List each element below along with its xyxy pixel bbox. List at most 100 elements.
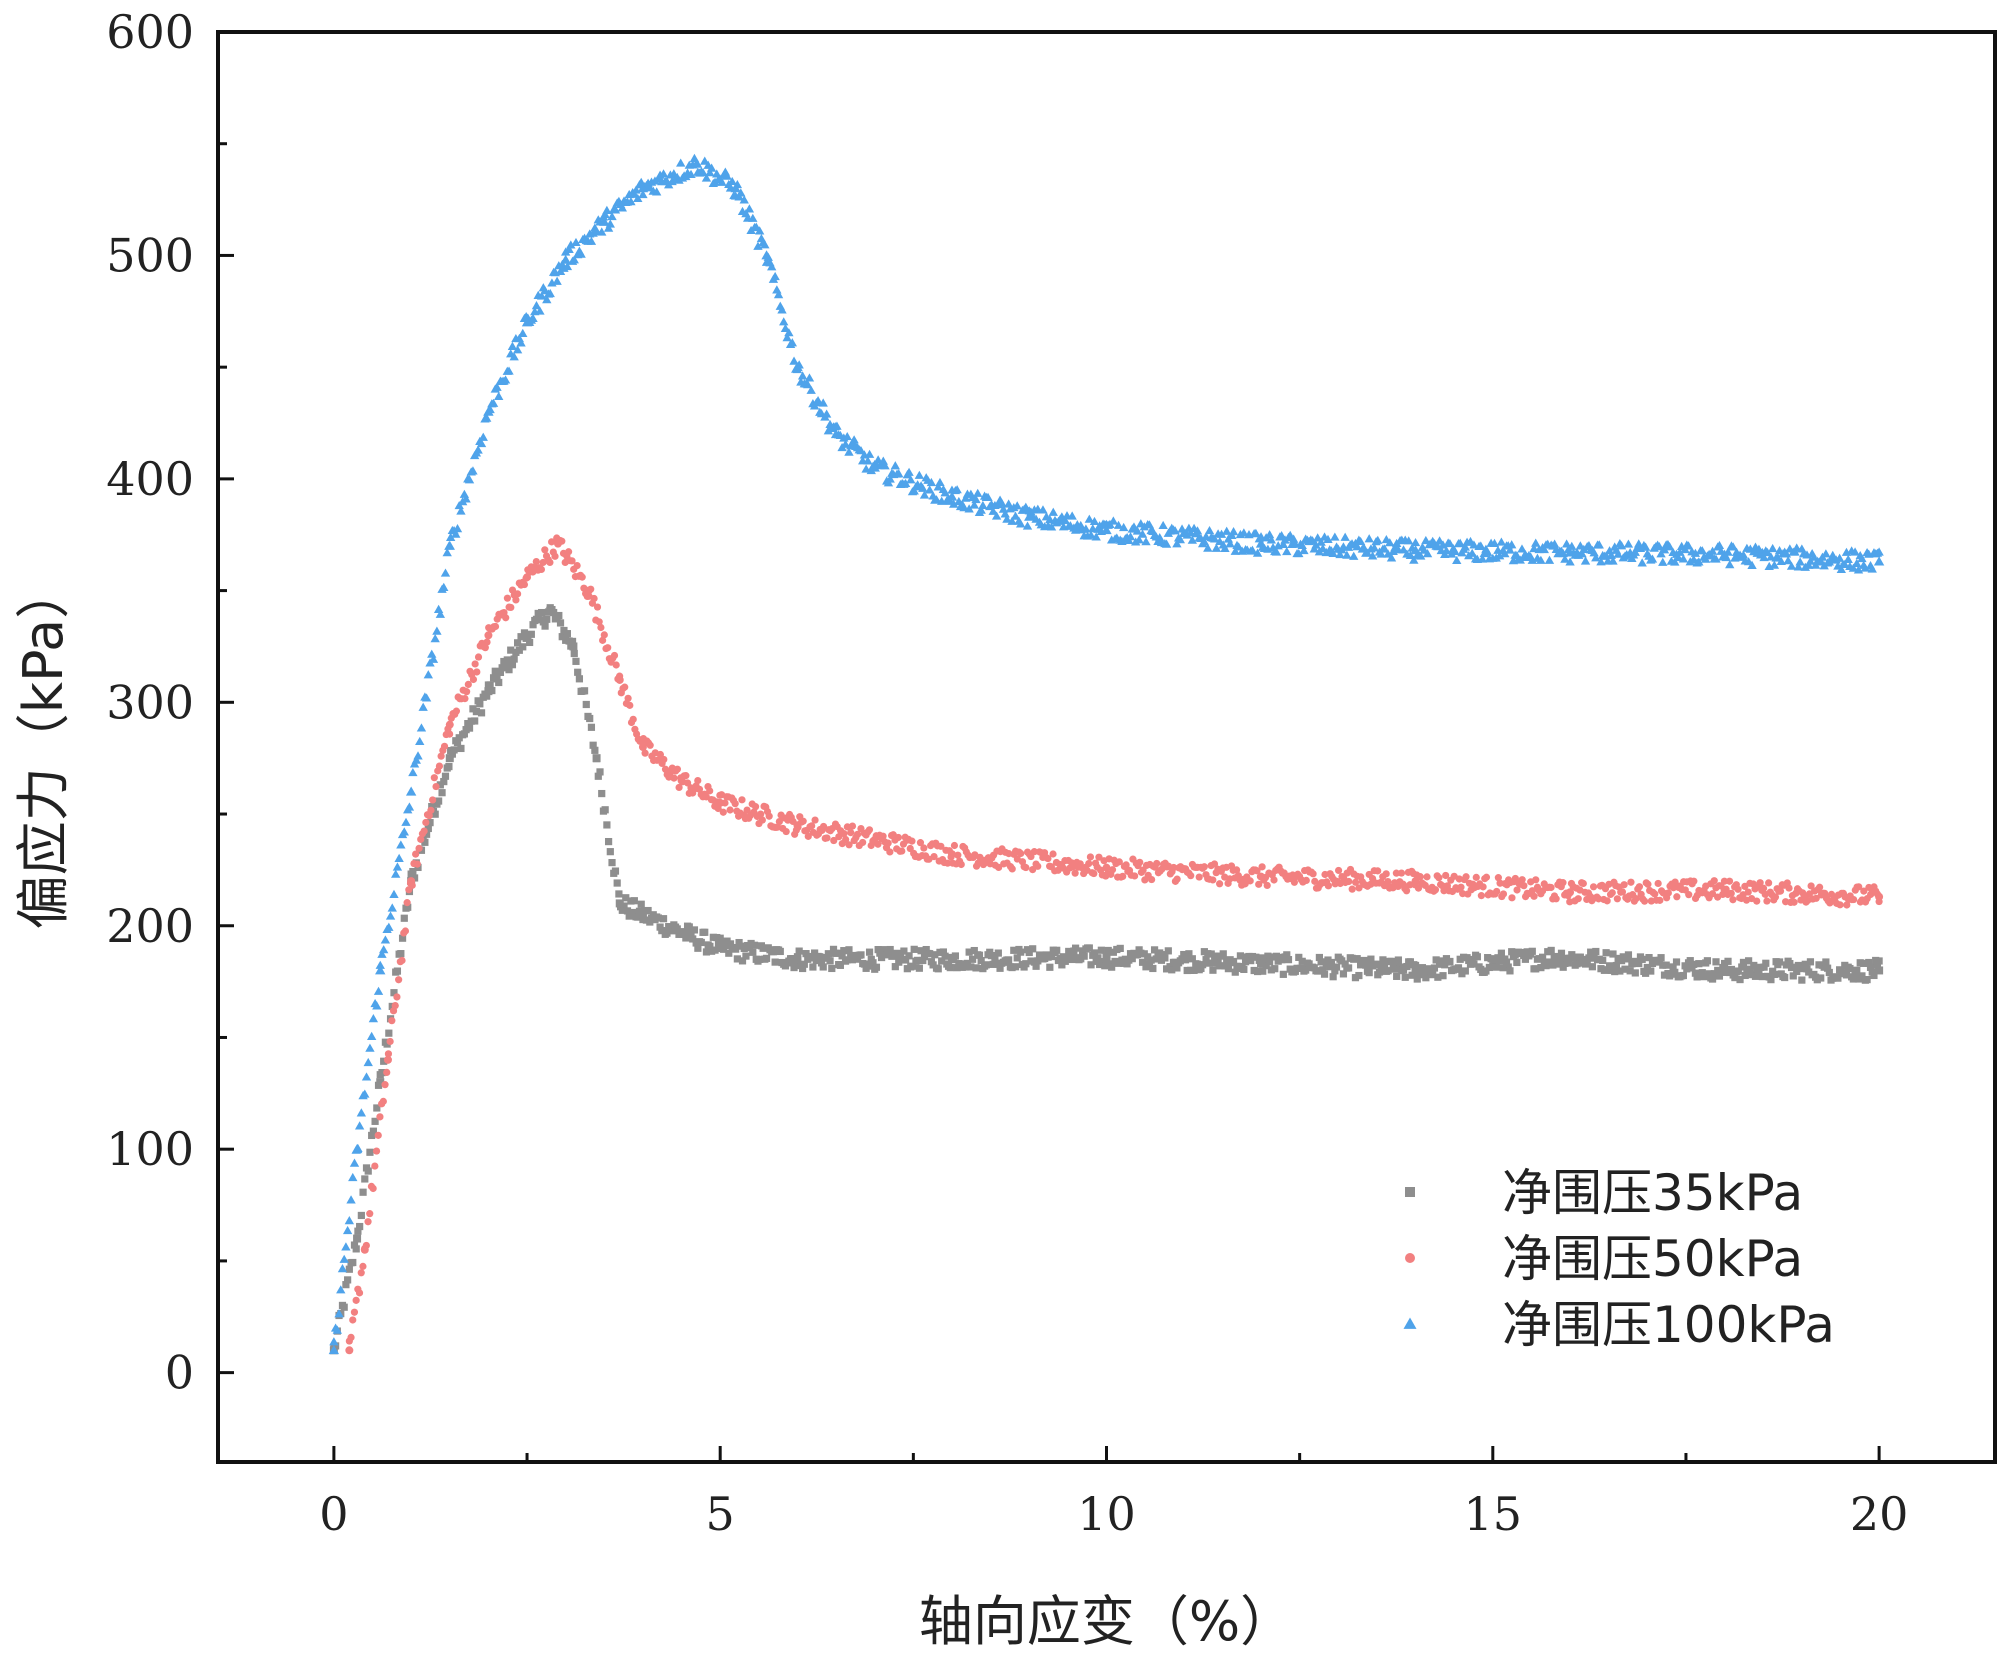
data-point <box>978 500 988 510</box>
data-point <box>638 910 647 919</box>
data-point <box>1375 968 1384 976</box>
data-point <box>384 1050 393 1058</box>
data-point <box>926 950 934 958</box>
data-point <box>592 754 601 763</box>
data-point <box>623 907 632 915</box>
data-point <box>1855 883 1863 891</box>
data-point <box>1278 539 1289 549</box>
data-point <box>383 1055 392 1064</box>
data-point <box>393 967 402 975</box>
data-point <box>1000 509 1010 518</box>
data-point <box>961 493 971 502</box>
data-point <box>1044 854 1052 863</box>
data-point <box>1097 946 1105 954</box>
data-point <box>1549 961 1557 969</box>
data-point <box>415 844 423 852</box>
data-point <box>997 498 1007 507</box>
data-point <box>1599 956 1607 964</box>
data-point <box>1462 873 1470 881</box>
data-point <box>1611 967 1619 976</box>
data-point <box>1038 505 1048 514</box>
data-point <box>1170 863 1178 872</box>
data-point <box>1824 964 1832 972</box>
data-point <box>354 1121 365 1130</box>
data-point <box>1609 950 1617 958</box>
data-point <box>1081 524 1091 533</box>
data-point <box>1257 872 1266 881</box>
data-point <box>773 290 784 299</box>
data-point <box>364 1167 372 1175</box>
data-point <box>844 447 854 456</box>
data-point <box>1537 964 1545 972</box>
data-point <box>482 413 492 422</box>
data-point <box>906 475 916 484</box>
x-tick-label: 0 <box>319 1487 348 1541</box>
data-point <box>952 485 962 494</box>
y-axis-title: 偏应力（kPa） <box>12 565 75 930</box>
data-point <box>1848 563 1859 572</box>
data-point <box>1499 964 1507 972</box>
data-point <box>811 816 819 824</box>
data-point <box>465 724 474 732</box>
data-point <box>1858 972 1866 980</box>
data-point <box>864 962 872 970</box>
data-point <box>397 950 405 958</box>
data-point <box>1587 948 1595 956</box>
data-point <box>933 482 943 491</box>
data-point <box>545 288 555 298</box>
data-point <box>384 922 394 931</box>
data-point <box>991 511 1002 520</box>
data-point <box>452 707 461 715</box>
data-point <box>617 203 628 212</box>
data-point <box>972 964 980 972</box>
data-point <box>1013 954 1021 962</box>
data-point <box>1613 895 1621 903</box>
data-point <box>1728 542 1738 551</box>
data-point <box>1734 885 1742 893</box>
data-point <box>1234 542 1244 551</box>
data-point <box>461 494 471 503</box>
data-point <box>523 631 532 640</box>
data-point <box>886 848 894 856</box>
data-point <box>405 786 417 796</box>
data-point <box>1591 553 1601 562</box>
data-point <box>526 638 534 647</box>
data-point <box>1476 541 1486 550</box>
data-point <box>790 963 798 972</box>
data-point <box>1116 944 1124 952</box>
data-point <box>600 631 608 639</box>
data-point <box>471 660 479 668</box>
data-point <box>376 1078 385 1087</box>
data-point <box>1381 962 1389 971</box>
data-point <box>629 715 637 723</box>
data-point <box>1873 961 1881 969</box>
data-point <box>818 398 828 407</box>
data-point <box>372 1001 382 1010</box>
data-point <box>393 993 401 1001</box>
data-point <box>364 1218 372 1226</box>
data-point <box>789 356 799 365</box>
data-point <box>771 958 779 966</box>
data-point <box>638 189 648 199</box>
data-point <box>909 486 919 495</box>
data-point <box>973 488 983 497</box>
data-point <box>919 956 927 965</box>
data-point <box>1138 958 1147 966</box>
data-point <box>1450 546 1460 556</box>
data-point <box>564 244 574 253</box>
data-point <box>1173 875 1181 883</box>
data-point <box>589 741 597 749</box>
data-point <box>430 774 438 782</box>
data-point <box>1246 877 1254 885</box>
data-point <box>1282 546 1292 556</box>
data-point <box>1469 540 1479 549</box>
data-point <box>809 963 817 971</box>
data-point <box>427 806 435 814</box>
data-point <box>541 546 549 554</box>
data-point <box>535 306 545 315</box>
data-point <box>1252 548 1263 557</box>
data-point <box>918 483 928 492</box>
data-point <box>1302 966 1310 974</box>
data-point <box>1789 972 1797 980</box>
data-point <box>1801 960 1809 968</box>
